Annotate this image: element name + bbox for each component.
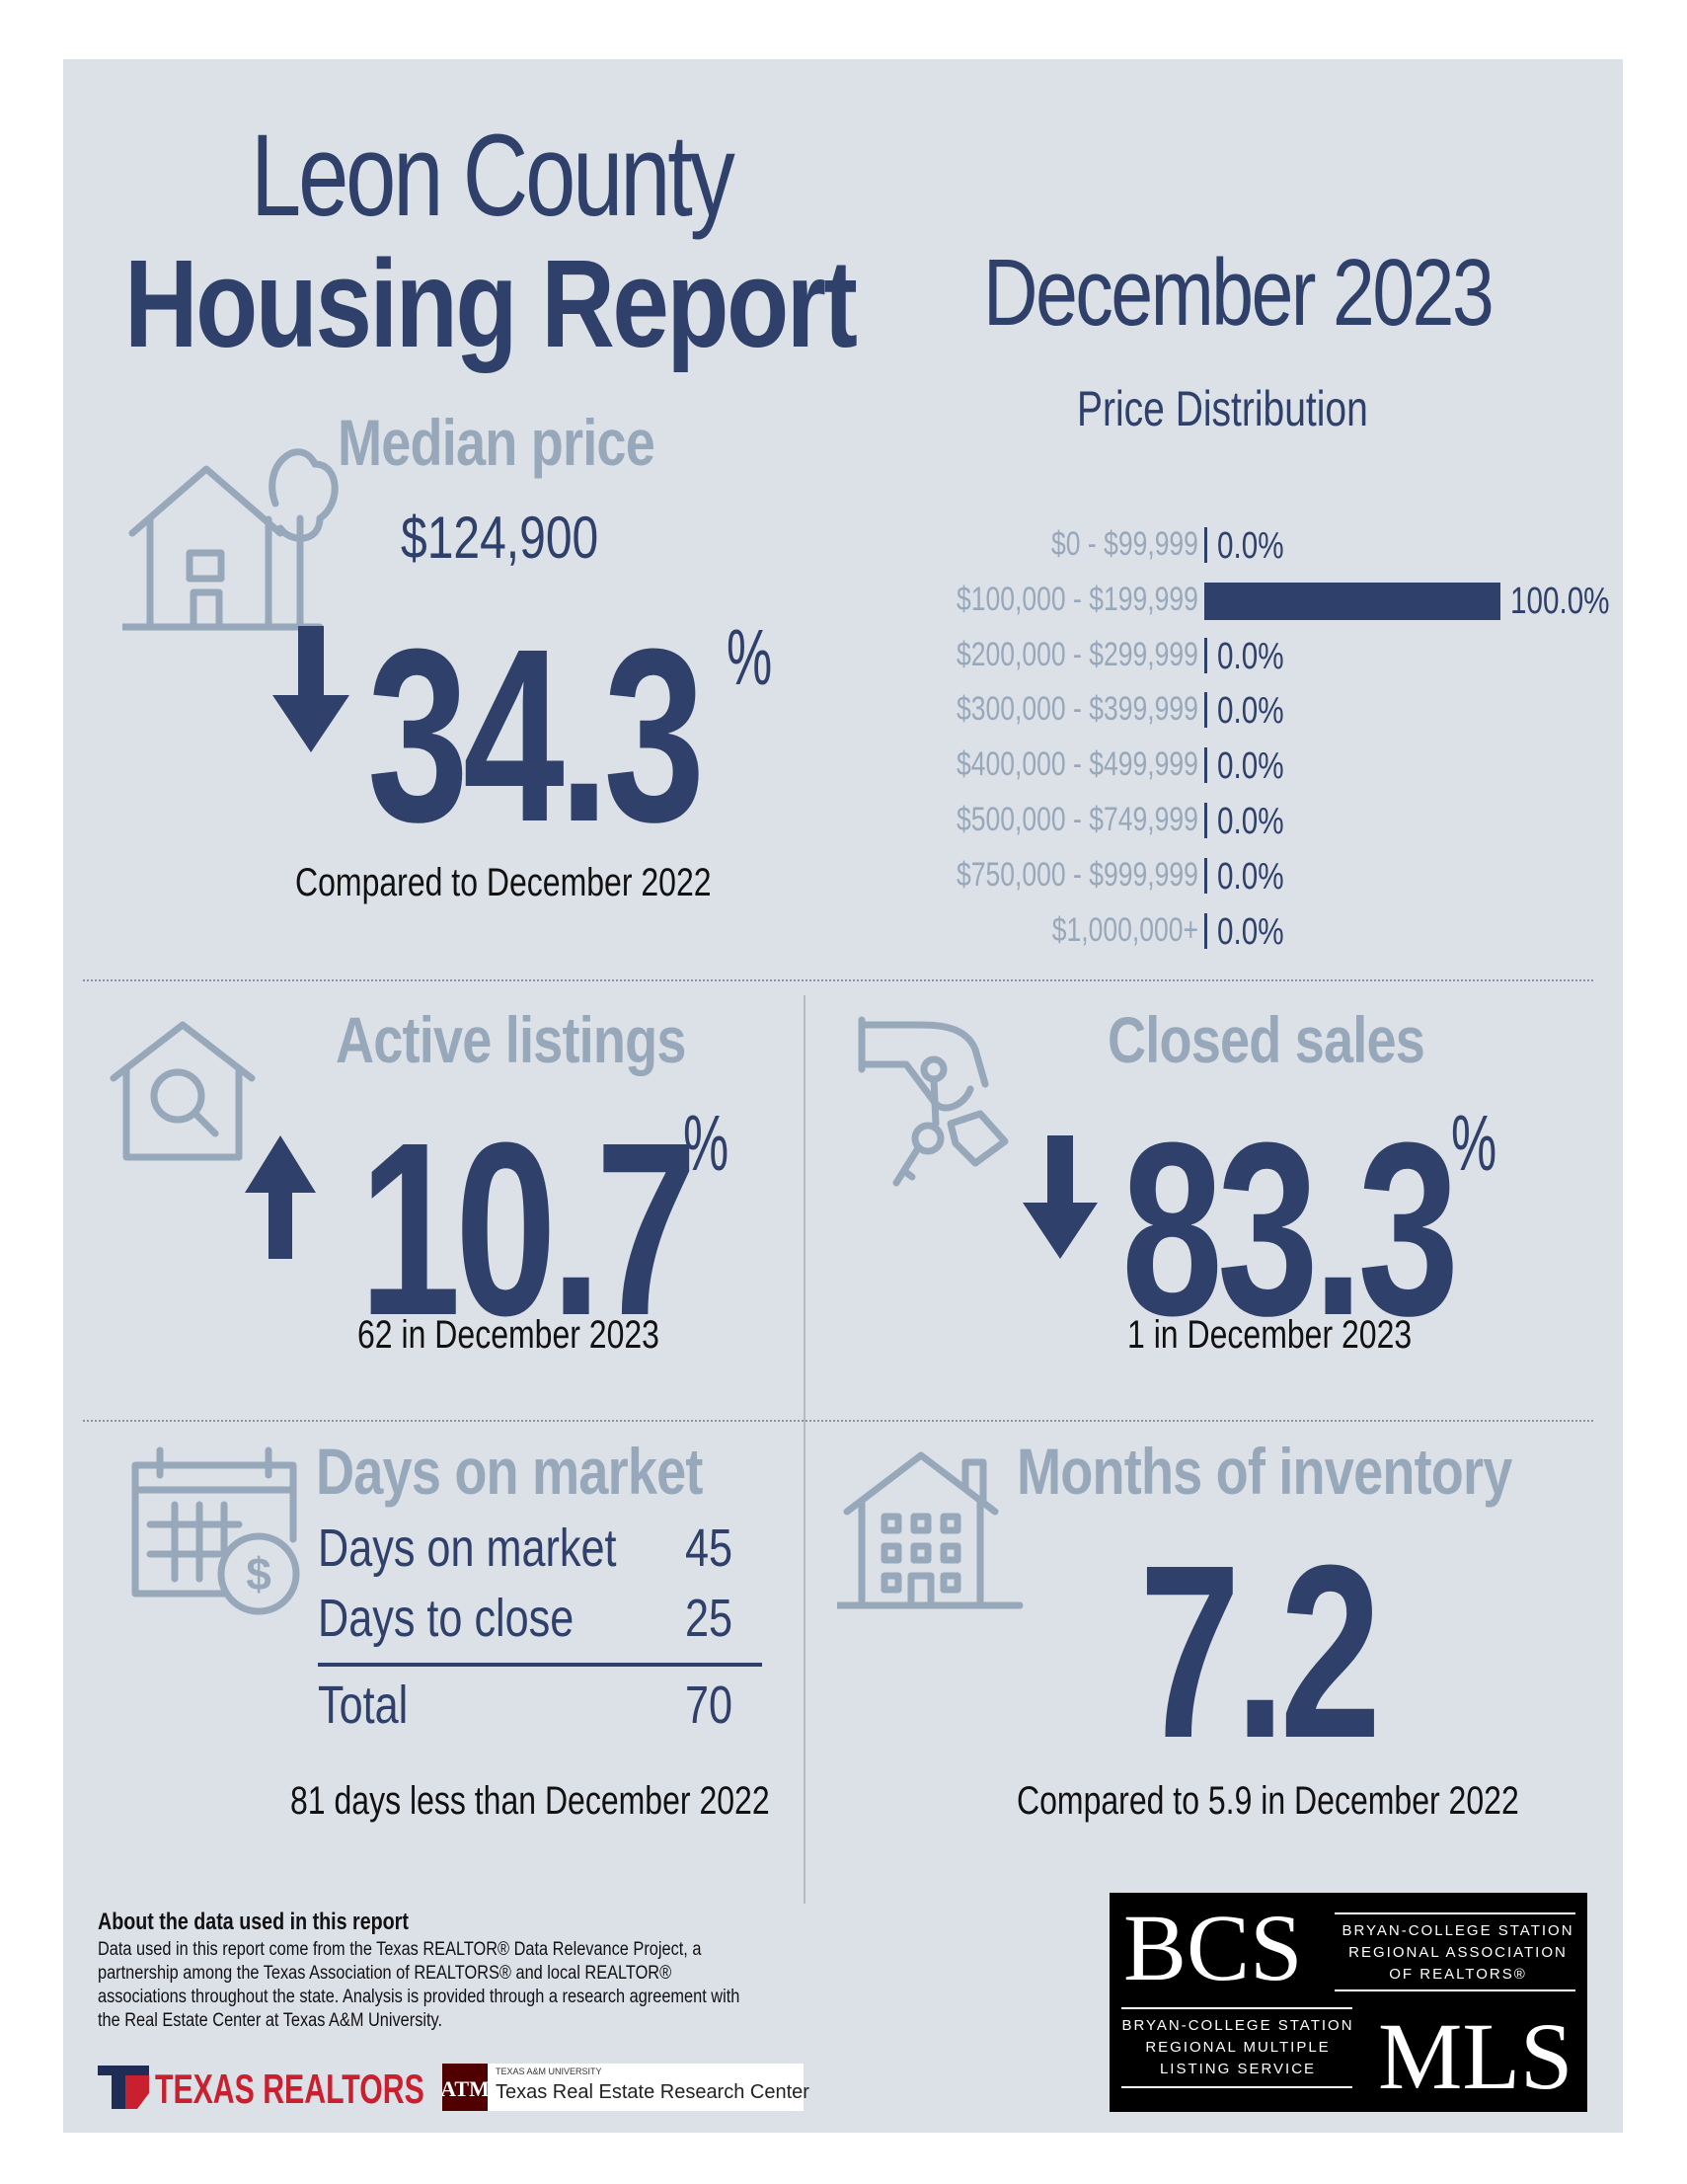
active-listings-caption: 62 in December 2023 xyxy=(357,1313,659,1357)
days-on-market-caption: 81 days less than December 2022 xyxy=(290,1779,770,1823)
bcs-text: BCS xyxy=(1123,1895,1303,2000)
price-row-label: $500,000 - $749,999 xyxy=(957,801,1198,838)
days-on-market-label: Days on market xyxy=(316,1435,703,1508)
report-title: Housing Report xyxy=(124,234,858,373)
price-row: $750,000 - $999,999 0.0% xyxy=(863,852,1613,901)
price-row: $500,000 - $749,999 0.0% xyxy=(863,797,1613,846)
price-row-value: 0.0% xyxy=(1217,855,1284,897)
bcs-mls-logo: BCS BRYAN-COLLEGE STATION REGIONAL ASSOC… xyxy=(1110,1893,1587,2112)
divider xyxy=(83,979,1593,981)
price-row-value: 0.0% xyxy=(1217,910,1284,953)
active-listings-pct-sign: % xyxy=(683,1099,729,1187)
hand-keys-icon xyxy=(858,1016,1009,1187)
closed-sales-change: 83.3 xyxy=(1121,1091,1459,1366)
price-row-value: 0.0% xyxy=(1217,801,1284,842)
tamu-mark-icon: ATM xyxy=(440,2064,490,2111)
price-row-bar xyxy=(1204,637,1207,673)
price-row-label: $100,000 - $199,999 xyxy=(957,580,1198,618)
price-row-bar xyxy=(1204,582,1500,620)
bcs-assoc-line: BRYAN-COLLEGE STATION xyxy=(1342,1922,1574,1939)
price-row-label: $300,000 - $399,999 xyxy=(957,690,1198,729)
arrow-down-icon xyxy=(1023,1135,1098,1259)
texas-realtors-text: TEXAS REALTORS xyxy=(155,2066,424,2112)
price-row-bar xyxy=(1204,803,1207,838)
mls-line: REGIONAL MULTIPLE xyxy=(1145,2039,1331,2056)
price-row-value: 100.0% xyxy=(1510,580,1610,622)
tamu-logo: ATM TEXAS A&M UNIVERSITY Texas Real Esta… xyxy=(440,2064,809,2111)
mls-line: LISTING SERVICE xyxy=(1159,2061,1317,2077)
about-text: Data used in this report come from the T… xyxy=(98,1939,740,2031)
county-title: Leon County xyxy=(251,111,735,241)
bcs-assoc-line: REGIONAL ASSOCIATION xyxy=(1348,1944,1568,1961)
price-row-bar xyxy=(1204,527,1207,563)
dom-total-value: 70 xyxy=(684,1676,732,1735)
about-heading: About the data used in this report xyxy=(98,1909,409,1935)
arrow-up-icon xyxy=(245,1135,316,1259)
report-panel: Leon County Housing Report December 2023… xyxy=(63,59,1623,2133)
svg-text:ATM: ATM xyxy=(442,2076,488,2101)
price-row-bar xyxy=(1204,747,1207,784)
active-listings-change: 10.7 xyxy=(359,1091,697,1366)
report-month: December 2023 xyxy=(983,240,1495,346)
total-rule xyxy=(318,1663,762,1667)
texas-realtors-mark-icon xyxy=(98,2066,149,2109)
closed-sales-caption: 1 in December 2023 xyxy=(1127,1313,1413,1357)
dom-row-value: 45 xyxy=(684,1519,732,1578)
texas-realtors-logo: TEXAS REALTORS xyxy=(98,2064,424,2113)
dom-total-label: Total xyxy=(318,1676,409,1735)
months-inventory-caption: Compared to 5.9 in December 2022 xyxy=(1017,1779,1519,1823)
price-row-bar xyxy=(1204,912,1207,949)
price-row-value: 0.0% xyxy=(1217,525,1284,567)
price-row-label: $0 - $99,999 xyxy=(1051,525,1198,563)
price-distribution-title: Price Distribution xyxy=(1077,381,1368,436)
price-row-value: 0.0% xyxy=(1217,745,1284,788)
house-tree-icon xyxy=(122,448,339,631)
months-inventory-label: Months of inventory xyxy=(1017,1435,1512,1508)
price-row: $400,000 - $499,999 0.0% xyxy=(863,741,1613,791)
median-price-label: Median price xyxy=(338,406,655,479)
mls-line: BRYAN-COLLEGE STATION xyxy=(1121,2017,1354,2034)
svg-text:$: $ xyxy=(246,1548,271,1599)
price-row-label: $200,000 - $299,999 xyxy=(957,635,1198,673)
price-row-bar xyxy=(1204,857,1207,894)
median-price-caption: Compared to December 2022 xyxy=(295,861,712,904)
tamu-center-text: Texas Real Estate Research Center xyxy=(496,2081,809,2103)
price-row-label: $1,000,000+ xyxy=(1051,910,1198,949)
price-row: $100,000 - $199,999 100.0% xyxy=(863,577,1613,626)
arrow-down-icon xyxy=(272,626,349,752)
bcs-assoc-line: OF REALTORS® xyxy=(1389,1966,1527,1983)
months-inventory-value: 7.2 xyxy=(1139,1514,1381,1789)
price-row-bar xyxy=(1204,692,1207,729)
closed-sales-label: Closed sales xyxy=(1108,1003,1425,1076)
price-row-label: $750,000 - $999,999 xyxy=(957,855,1198,894)
mls-text: MLS xyxy=(1378,2003,1573,2109)
median-price-pct-sign: % xyxy=(727,613,773,701)
median-price-change: 34.3 xyxy=(367,597,705,873)
house-search-icon xyxy=(110,1021,256,1161)
price-row: $300,000 - $399,999 0.0% xyxy=(863,686,1613,736)
price-row: $0 - $99,999 0.0% xyxy=(863,521,1613,571)
price-row-value: 0.0% xyxy=(1217,635,1284,677)
closed-sales-pct-sign: % xyxy=(1451,1099,1497,1187)
price-row: $1,000,000+ 0.0% xyxy=(863,907,1613,957)
tamu-small-text: TEXAS A&M UNIVERSITY xyxy=(496,2067,602,2076)
divider xyxy=(83,1420,1593,1422)
active-listings-label: Active listings xyxy=(336,1003,686,1076)
dom-row-label: Days to close xyxy=(318,1589,575,1648)
building-icon xyxy=(837,1451,1024,1609)
price-row: $200,000 - $299,999 0.0% xyxy=(863,632,1613,681)
vertical-divider xyxy=(804,995,805,1904)
median-price-value: $124,900 xyxy=(401,505,599,571)
dom-row-value: 25 xyxy=(684,1589,732,1648)
price-row-label: $400,000 - $499,999 xyxy=(957,745,1198,784)
price-row-value: 0.0% xyxy=(1217,690,1284,733)
dom-row-label: Days on market xyxy=(318,1519,617,1578)
calendar-dollar-icon: $ xyxy=(131,1446,300,1615)
